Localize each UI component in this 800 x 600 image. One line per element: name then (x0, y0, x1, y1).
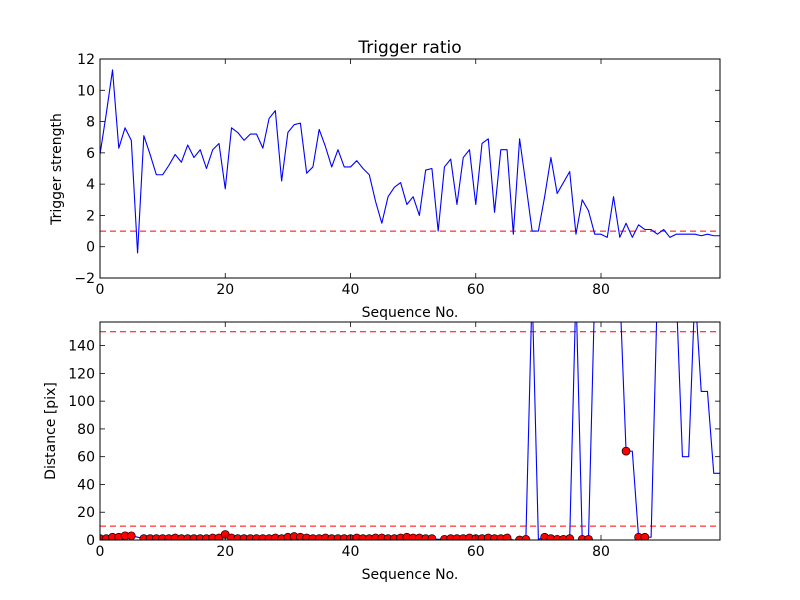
plot-area (100, 69, 720, 254)
x-tick-label: 60 (467, 282, 485, 298)
y-tick-label: 2 (86, 208, 95, 224)
data-point (427, 534, 437, 540)
x-axis-label: Sequence No. (362, 305, 459, 321)
x-tick-label: 0 (96, 544, 105, 560)
distance-chart: Sequence No. Distance [pix] 0 20 40 60 80 0 20… (43, 321, 721, 583)
x-tick-label: 0 (96, 282, 105, 298)
x-tick-label: 60 (467, 544, 485, 560)
x-tick-label: 40 (342, 544, 360, 560)
y-tick-label: 8 (86, 115, 95, 131)
trigger-ratio-chart: Trigger ratio Sequence No. Trigger stren… (49, 38, 721, 321)
y-tick-label: 80 (77, 422, 95, 438)
x-tick-label: 20 (216, 544, 234, 560)
x-tick-label: 20 (216, 282, 234, 298)
data-point (640, 532, 650, 540)
data-point (502, 533, 512, 540)
x-tick-label: 80 (592, 282, 610, 298)
data-point (621, 446, 631, 456)
plot-area (100, 322, 720, 540)
y-tick-label: 60 (77, 450, 95, 466)
y-tick-label: 10 (77, 83, 95, 99)
y-tick-label: 0 (86, 533, 95, 549)
y-tick-label: 140 (68, 339, 95, 355)
plot-frame (99, 58, 721, 279)
x-tick-label: 80 (592, 544, 610, 560)
data-point (126, 531, 136, 540)
y-tick-label: 0 (86, 240, 95, 256)
series-line (100, 69, 720, 254)
plot-frame (99, 321, 721, 541)
y-axis-label: Distance [pix] (43, 382, 59, 480)
chart-title: Trigger ratio (357, 38, 461, 58)
y-axis-label: Trigger strength (49, 113, 65, 226)
y-tick-label: 40 (77, 477, 95, 493)
y-tick-label: 12 (77, 52, 95, 68)
x-tick-label: 40 (342, 282, 360, 298)
data-point (584, 534, 593, 540)
y-tick-label: 120 (68, 366, 95, 382)
y-tick-label: 100 (68, 394, 95, 410)
data-point (521, 534, 531, 540)
data-point (565, 534, 575, 540)
x-axis-label: Sequence No. (362, 567, 459, 583)
y-tick-label: 4 (86, 177, 95, 193)
y-tick-label: 20 (77, 505, 95, 521)
y-tick-label: −2 (74, 271, 95, 287)
y-tick-label: 6 (86, 146, 95, 162)
